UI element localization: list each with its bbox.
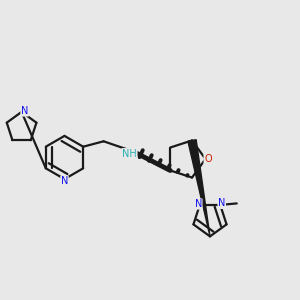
Text: N: N — [21, 106, 28, 116]
Text: N: N — [61, 176, 68, 187]
Text: O: O — [204, 154, 212, 164]
Polygon shape — [188, 140, 210, 236]
Text: N: N — [195, 199, 202, 209]
Text: NH: NH — [122, 148, 137, 159]
Text: N: N — [218, 198, 225, 208]
